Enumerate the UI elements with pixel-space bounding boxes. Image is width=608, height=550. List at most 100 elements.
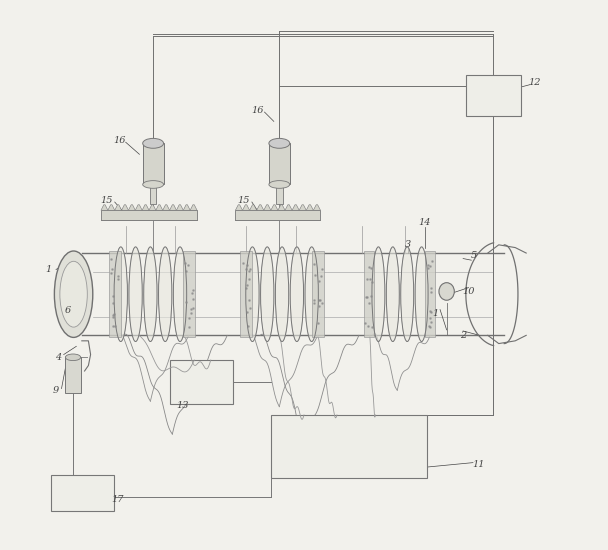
Bar xyxy=(364,251,374,337)
Text: 1: 1 xyxy=(432,309,439,318)
Point xyxy=(316,271,325,280)
Ellipse shape xyxy=(290,247,303,342)
Point xyxy=(424,261,434,270)
Point xyxy=(181,258,190,267)
Point xyxy=(246,304,255,313)
Point xyxy=(241,283,251,292)
Point xyxy=(309,260,319,269)
Text: 16: 16 xyxy=(251,106,264,115)
Point xyxy=(184,323,194,332)
Ellipse shape xyxy=(269,180,290,188)
Polygon shape xyxy=(278,205,285,210)
Point xyxy=(108,299,117,307)
Point xyxy=(109,310,119,319)
Point xyxy=(361,319,370,328)
Point xyxy=(186,309,196,317)
Polygon shape xyxy=(170,205,176,210)
Point xyxy=(108,292,117,300)
Ellipse shape xyxy=(246,247,259,342)
Ellipse shape xyxy=(173,247,187,342)
Ellipse shape xyxy=(65,354,81,361)
Point xyxy=(426,308,436,317)
Polygon shape xyxy=(299,205,306,210)
Text: 3: 3 xyxy=(405,240,412,249)
Polygon shape xyxy=(235,205,243,210)
Bar xyxy=(183,251,195,337)
Point xyxy=(107,264,117,273)
Point xyxy=(366,263,376,272)
Polygon shape xyxy=(243,205,250,210)
Polygon shape xyxy=(183,205,190,210)
Text: 16: 16 xyxy=(113,136,125,145)
Point xyxy=(424,322,434,331)
Bar xyxy=(143,144,164,184)
Point xyxy=(108,313,117,322)
Polygon shape xyxy=(136,205,142,210)
Bar xyxy=(109,251,121,337)
Point xyxy=(362,292,371,301)
Ellipse shape xyxy=(143,139,164,148)
Point xyxy=(241,265,251,273)
Point xyxy=(108,311,118,320)
Point xyxy=(242,307,252,316)
Point xyxy=(309,299,319,308)
Point xyxy=(425,306,435,315)
Point xyxy=(313,318,323,327)
Point xyxy=(367,323,376,332)
Point xyxy=(314,302,324,311)
Bar xyxy=(50,475,114,511)
Text: 9: 9 xyxy=(52,386,58,395)
Text: 15: 15 xyxy=(237,196,250,206)
Point xyxy=(114,272,123,280)
Text: 17: 17 xyxy=(111,496,123,504)
Point xyxy=(367,292,376,300)
Point xyxy=(317,265,326,273)
Point xyxy=(310,271,320,280)
Bar xyxy=(170,360,233,404)
Point xyxy=(317,298,326,307)
Bar xyxy=(425,251,435,337)
Text: 13: 13 xyxy=(176,400,188,410)
Point xyxy=(238,258,248,267)
Point xyxy=(423,263,433,272)
Bar xyxy=(101,210,197,220)
Polygon shape xyxy=(122,205,128,210)
Point xyxy=(187,289,197,298)
Point xyxy=(426,288,436,296)
Ellipse shape xyxy=(114,247,128,342)
Point xyxy=(426,284,436,293)
Text: 14: 14 xyxy=(418,218,431,227)
Text: 1: 1 xyxy=(46,265,52,274)
Polygon shape xyxy=(176,205,183,210)
Point xyxy=(364,263,373,272)
Text: 5: 5 xyxy=(471,251,477,260)
Polygon shape xyxy=(285,205,292,210)
Polygon shape xyxy=(149,205,156,210)
Point xyxy=(426,314,435,322)
Polygon shape xyxy=(115,205,122,210)
Ellipse shape xyxy=(269,139,290,148)
Point xyxy=(181,267,191,276)
Polygon shape xyxy=(292,205,299,210)
Bar xyxy=(466,75,520,116)
Polygon shape xyxy=(142,205,149,210)
Point xyxy=(244,274,254,283)
Point xyxy=(244,296,254,305)
Polygon shape xyxy=(156,205,163,210)
Point xyxy=(362,275,372,284)
Point xyxy=(365,274,375,283)
Bar xyxy=(276,184,283,204)
Text: 4: 4 xyxy=(55,353,61,362)
Point xyxy=(243,281,252,290)
Polygon shape xyxy=(108,205,115,210)
Polygon shape xyxy=(128,205,136,210)
Text: 10: 10 xyxy=(462,287,475,296)
Ellipse shape xyxy=(439,283,454,300)
Bar xyxy=(235,210,320,220)
Ellipse shape xyxy=(143,247,157,342)
Ellipse shape xyxy=(401,247,413,342)
Point xyxy=(181,297,191,306)
Ellipse shape xyxy=(372,247,385,342)
Ellipse shape xyxy=(275,247,289,342)
Text: 12: 12 xyxy=(528,79,541,87)
